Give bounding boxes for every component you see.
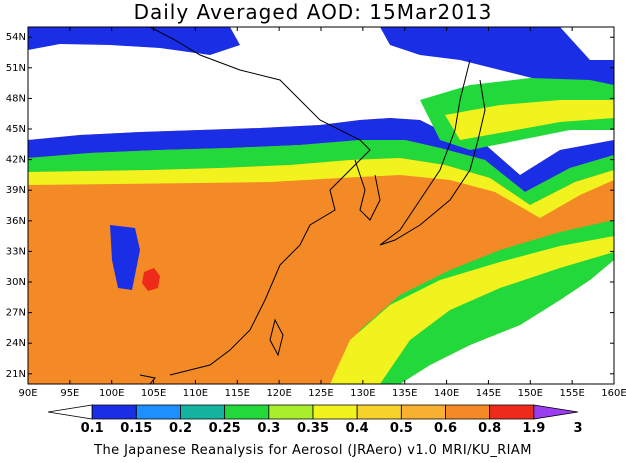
lon-label-115E: 115E [225, 388, 250, 399]
colorbar-label: 0.15 [120, 421, 152, 436]
latitude-labels: 54N 51N 48N 45N 42N 39N 36N 33N 30N 27N 24N 21N [6, 32, 26, 380]
coastline-taiwan [269, 318, 284, 357]
colorbar-swatch [180, 404, 226, 420]
lon-label-110E: 110E [183, 388, 208, 399]
aod-white-southeast [400, 260, 614, 384]
colorbar-swatch [489, 404, 535, 420]
colorbar-swatch [533, 404, 579, 420]
map-title: Daily Averaged AOD: 15Mar2013 [133, 0, 493, 24]
colorbar-label: 0.3 [257, 421, 280, 436]
colorbar-swatch [445, 404, 491, 420]
lat-label-42N: 42N [6, 155, 26, 166]
lon-label-100E: 100E [99, 388, 124, 399]
colorbar-label: 0.5 [390, 421, 413, 436]
lat-label-48N: 48N [6, 93, 26, 104]
lon-label-105E: 105E [141, 388, 166, 399]
lat-label-39N: 39N [6, 185, 26, 196]
lat-label-21N: 21N [6, 369, 26, 380]
aod-blue-north [28, 118, 614, 192]
colorbar-swatch [400, 404, 446, 420]
colorbar-label: 0.2 [169, 421, 192, 436]
aod-white-north [28, 27, 614, 175]
aod-hotspot [142, 268, 160, 291]
lon-label-90E: 90E [18, 388, 37, 399]
aod-blue-top [28, 27, 240, 55]
lat-label-51N: 51N [6, 63, 26, 74]
colorbar-label: 3 [573, 421, 582, 436]
lat-label-33N: 33N [6, 246, 26, 257]
aod-blue-northeast [380, 27, 614, 110]
aod-green-north [28, 140, 614, 205]
lon-label-155E: 155E [559, 388, 584, 399]
coastline-hainan [139, 374, 156, 384]
lat-label-24N: 24N [6, 338, 26, 349]
lon-label-125E: 125E [308, 388, 333, 399]
aod-plume-northeast-yellow [445, 100, 614, 140]
coastline-japan [379, 59, 486, 246]
coastline-korea [354, 159, 381, 221]
lon-label-145E: 145E [476, 388, 501, 399]
lon-label-95E: 95E [60, 388, 79, 399]
lat-label-54N: 54N [6, 32, 26, 43]
aod-belt-southeast-yellow [330, 236, 614, 384]
colorbar-label: 0.8 [478, 421, 501, 436]
colorbar-swatch [47, 404, 93, 420]
colorbar-label: 1.9 [522, 421, 545, 436]
tick-marks [27, 27, 615, 384]
colorbar-label: 0.25 [209, 421, 241, 436]
colorbar-label: 0.4 [346, 421, 369, 436]
credit-line: The Japanese Reanalysis for Aerosol (JRA… [94, 443, 532, 458]
colorbar-label: 0.1 [81, 421, 104, 436]
aod-field [28, 27, 614, 384]
colorbar-swatch [356, 404, 402, 420]
lon-label-150E: 150E [518, 388, 543, 399]
lon-label-135E: 135E [392, 388, 417, 399]
colorbar-label: 0.35 [297, 421, 329, 436]
colorbar-swatch [312, 404, 358, 420]
aod-tibet-patch [110, 225, 140, 290]
lat-label-30N: 30N [6, 277, 26, 288]
lon-label-130E: 130E [350, 388, 375, 399]
colorbar-swatch [135, 404, 181, 420]
lon-label-140E: 140E [434, 388, 459, 399]
lat-label-36N: 36N [6, 216, 26, 227]
colorbar-swatch [91, 404, 137, 420]
lon-label-120E: 120E [266, 388, 291, 399]
coastline-china [149, 27, 371, 376]
longitude-labels: 90E 95E 100E 105E 110E 115E 120E 125E 130E 135E 14… [18, 388, 626, 399]
lon-label-160E: 160E [601, 388, 626, 399]
colorbar: 0.1 0.15 0.2 0.25 0.3 0.35 0.4 0.5 0.6 0.8 1.9 3 [47, 404, 583, 436]
lat-label-27N: 27N [6, 308, 26, 319]
coastlines [139, 27, 486, 384]
colorbar-swatch [268, 404, 314, 420]
lat-label-45N: 45N [6, 124, 26, 135]
colorbar-swatch [224, 404, 270, 420]
colorbar-label: 0.6 [434, 421, 457, 436]
